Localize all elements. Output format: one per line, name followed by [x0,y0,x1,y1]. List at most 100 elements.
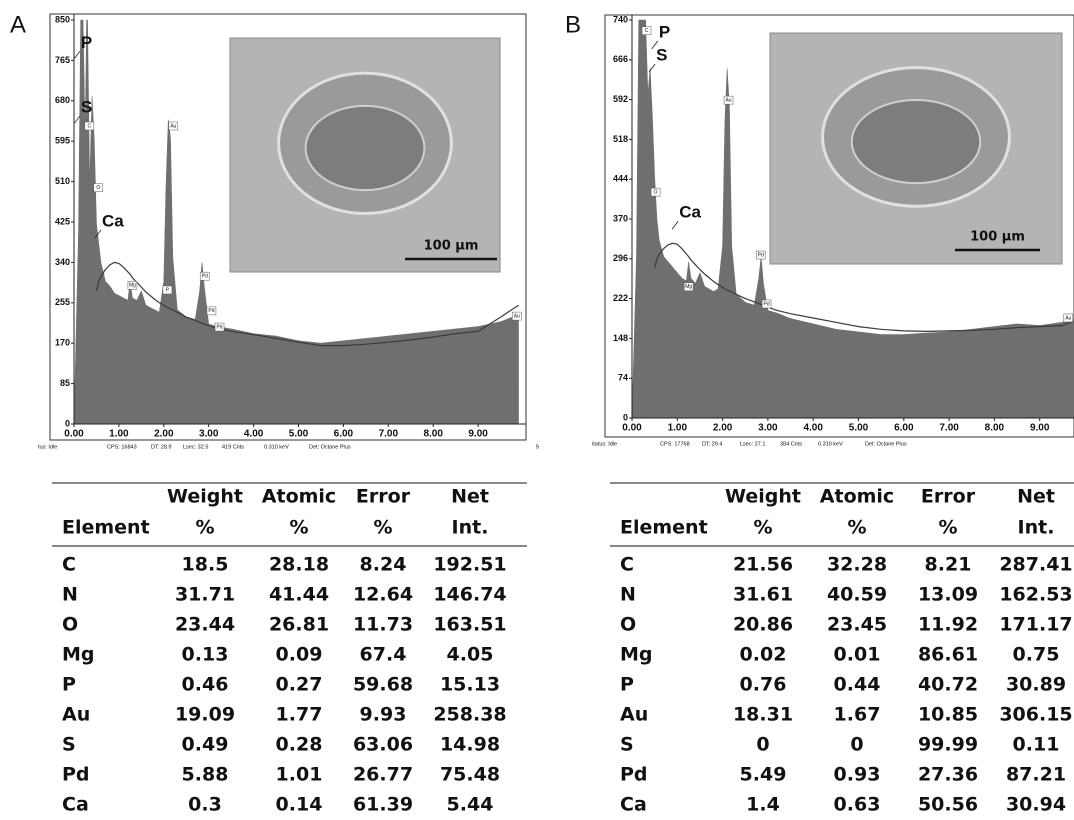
status-item: Lsec: 27.1 [740,441,765,447]
table-cell: 5.49 [740,764,787,786]
table-cell: 59.68 [353,674,413,696]
table-cell: 0.63 [834,794,881,816]
status-item: CPS: 17768 [660,441,690,447]
peak-marker [512,311,522,321]
table-cell: 8.21 [925,554,972,576]
scale-bar-label: 100 µm [970,230,1025,245]
table-cell: 146.74 [433,584,506,606]
peak-marker-label: Au [1065,315,1071,321]
table-header: Weight [725,486,801,508]
y-tick-label: 850 [55,14,70,24]
table-row-header: O [62,614,78,636]
table-row-header: O [620,614,636,636]
peak-marker [650,187,661,197]
peak-marker-label: C [645,28,649,34]
table-cell: 0.75 [1013,644,1060,666]
table-row-header: Ca [62,794,89,816]
table-row-header: Au [62,704,90,726]
y-tick-label: 510 [55,176,70,186]
peak-marker-label: Pd [764,301,770,307]
fit-line [95,261,519,347]
table-cell: 26.81 [269,614,329,636]
y-tick-label: 85 [60,378,70,388]
table-cell: 0.49 [182,734,229,756]
status-item: 0.310 keV [264,444,289,450]
y-tick-label: 148 [613,333,628,343]
table-cell: 9.93 [360,704,407,726]
table-cell: 27.36 [918,764,978,786]
table-cell: 14.98 [440,734,500,756]
peak-marker [199,271,210,281]
table-cell: 31.71 [175,584,235,606]
table-cell: 0.46 [182,674,229,696]
table-header: % [847,517,866,539]
table-cell: 67.4 [360,644,407,666]
peak-marker [755,250,766,260]
y-tick-label: 74 [618,373,628,383]
table-cell: 0.14 [276,794,323,816]
sem-feature [304,104,426,192]
table-cell: 20.86 [733,614,793,636]
table-cell: 87.21 [1006,764,1066,786]
table-cell: 1.77 [276,704,323,726]
status-item: 419 Cnts [222,444,244,450]
element-label: P [81,33,92,52]
peak-marker [214,322,225,332]
status-item: DT: 29.4 [702,441,722,447]
x-tick-label: 0.00 [622,423,642,434]
peak-marker-label: Pd [758,252,764,258]
table-cell: 63.06 [353,734,413,756]
table-cell: 75.48 [440,764,500,786]
table-cell: 0.11 [1013,734,1060,756]
x-tick-label: 7.00 [939,423,959,434]
status-item: CPS: 16843 [107,444,137,450]
x-tick-label: 6.00 [334,429,354,440]
table-cell: 23.44 [175,614,235,636]
element-label: Ca [102,211,124,230]
y-tick-label: 740 [613,14,628,24]
table-cell: 5.88 [182,764,229,786]
status-item: Lsec: 32.5 [183,444,208,450]
table-header: % [938,517,957,539]
table-cell: 162.53 [999,584,1072,606]
table-row-header: N [620,584,636,606]
status-item: tus: Idle [38,444,57,450]
table-row-header: Au [620,704,648,726]
peak-marker-label: Mg [129,283,136,289]
table-cell: 86.61 [918,644,978,666]
table-cell: 99.99 [918,734,978,756]
panel-label: B [565,11,581,38]
peak-marker-label: Pd [216,324,222,330]
y-tick-label: 0 [65,418,70,428]
peak-marker [168,121,179,131]
peak-marker [761,299,772,309]
table-header: % [373,517,392,539]
status-item: DT: 28.9 [151,444,171,450]
x-tick-label: 0.00 [64,429,84,440]
table-cell: 12.64 [353,584,413,606]
table-cell: 163.51 [433,614,506,636]
table-cell: 40.59 [827,584,887,606]
table-row-header: Pd [62,764,90,786]
y-tick-label: 595 [55,136,70,146]
table-cell: 0.28 [276,734,323,756]
table-row-header: C [62,554,76,576]
table-cell: 5.44 [447,794,494,816]
table-row-header: C [620,554,634,576]
element-label: S [656,46,667,65]
peak-marker-label: Pd [208,308,214,314]
peak-marker-label: P [166,287,170,293]
table-header: Net [451,486,489,508]
peak-marker [162,285,173,295]
table-cell: 40.72 [918,674,978,696]
table-cell: 0.09 [276,644,323,666]
table-cell: 11.73 [353,614,413,636]
table-cell: 287.41 [999,554,1072,576]
x-tick-label: 1.00 [668,423,688,434]
table-cell: 8.24 [360,554,407,576]
table-cell: 21.56 [733,554,793,576]
table-header: Error [356,486,411,508]
table-row-header: N [62,584,78,606]
table-cell: 0.01 [834,644,881,666]
